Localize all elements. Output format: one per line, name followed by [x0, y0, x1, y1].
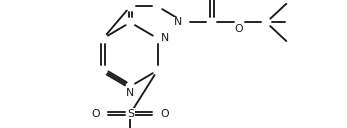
Text: O: O	[235, 24, 243, 34]
Text: N: N	[160, 33, 169, 43]
Text: N: N	[126, 88, 134, 98]
Text: S: S	[127, 109, 134, 119]
Text: O: O	[160, 109, 169, 119]
Text: O: O	[92, 109, 100, 119]
Text: N: N	[174, 17, 182, 27]
